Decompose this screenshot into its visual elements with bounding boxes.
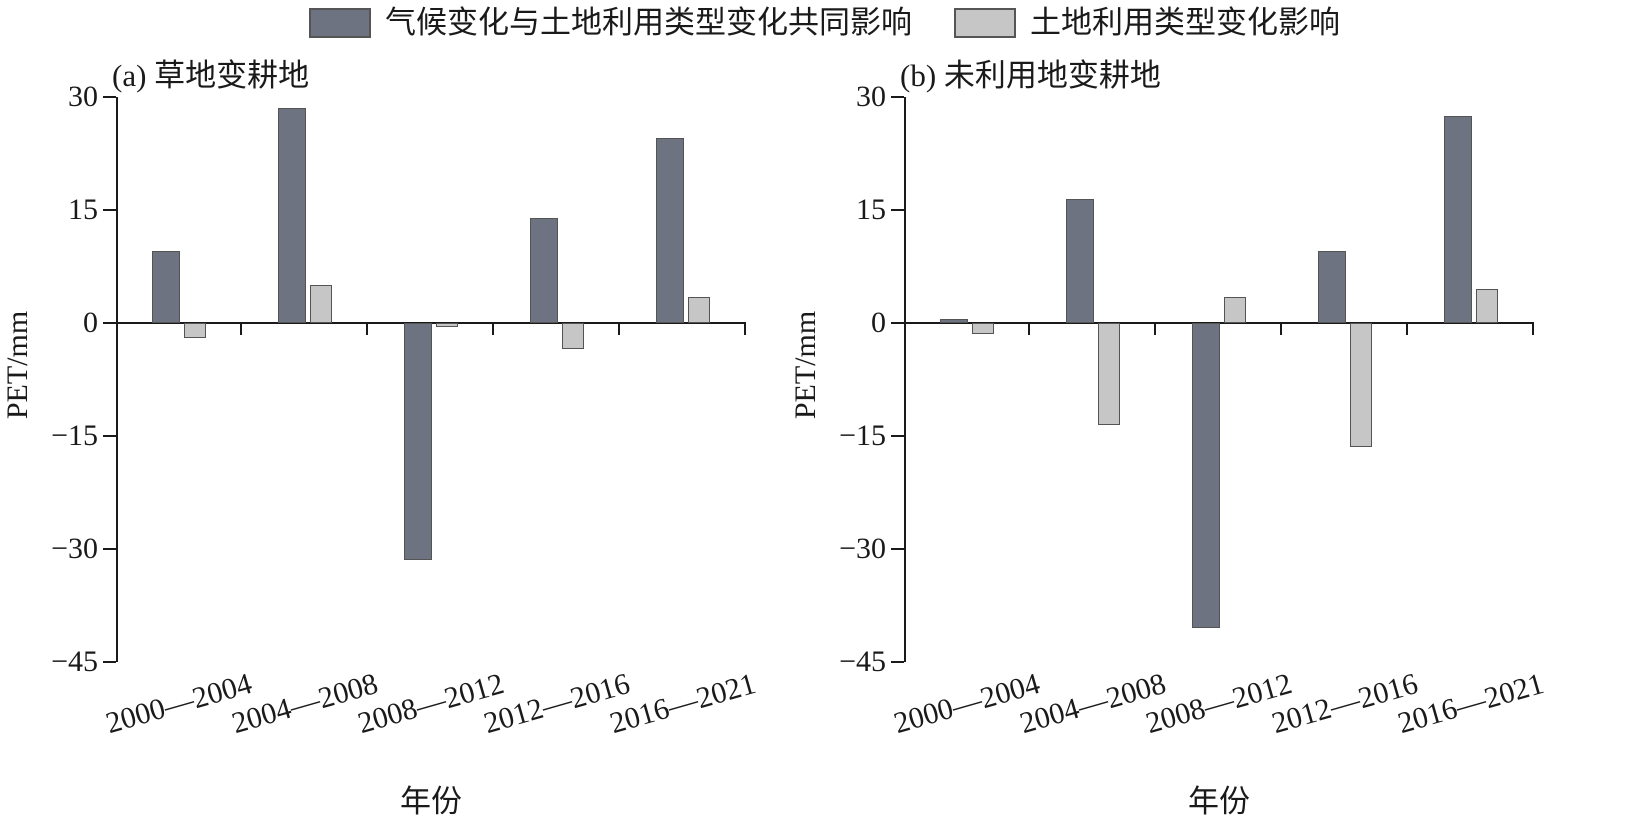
y-tick-value: −45 — [839, 645, 886, 678]
x-tick-label: 2012—2016 — [1268, 666, 1422, 741]
bar-landuse-effect — [436, 323, 458, 327]
y-tick — [891, 209, 904, 211]
x-tick-label: 2008—2012 — [354, 666, 508, 741]
y-tick — [103, 548, 116, 550]
bar-combined-effect — [1444, 115, 1472, 323]
legend: 气候变化与土地利用类型变化共同影响 土地利用类型变化影响 — [0, 4, 1649, 41]
bar-combined-effect — [1192, 323, 1220, 629]
y-tick — [103, 435, 116, 437]
y-tick-value: 0 — [871, 306, 886, 339]
subplot-b-plot-area: 30 15 0 −15 −30 −45 2000—2004 2004—2008 2008—201… — [839, 80, 1547, 740]
y-tick-value: −15 — [51, 419, 98, 452]
bar-landuse-effect — [1476, 289, 1498, 323]
y-tick-value: 30 — [856, 80, 886, 113]
bar-landuse-effect — [310, 285, 332, 323]
x-tick — [1532, 323, 1534, 335]
x-tick — [366, 323, 368, 335]
y-tick — [103, 96, 116, 98]
legend-swatch-combined — [309, 7, 371, 38]
x-tick — [492, 323, 494, 335]
y-tick-value: 15 — [856, 193, 886, 226]
legend-swatch-landuse — [954, 7, 1016, 38]
y-tick — [891, 435, 904, 437]
bar-combined-effect — [1066, 198, 1094, 323]
y-tick-value: −30 — [51, 532, 98, 565]
subplot-a-plot-area: 30 15 0 −15 −30 −45 2000—2004 2004—2008 2008—201… — [51, 80, 759, 740]
legend-label-combined: 气候变化与土地利用类型变化共同影响 — [385, 5, 912, 40]
bar-landuse-effect — [1350, 323, 1372, 448]
x-tick — [1406, 323, 1408, 335]
bar-combined-effect — [940, 319, 968, 323]
bar-combined-effect — [1318, 251, 1346, 323]
bar-combined-effect — [404, 323, 432, 561]
x-tick-label: 2012—2016 — [480, 666, 634, 741]
x-tick-label: 2004—2008 — [1016, 666, 1170, 741]
legend-label-landuse: 土地利用类型变化影响 — [1030, 5, 1340, 40]
subplot-b-title: (b) 未利用地变耕地 — [900, 58, 1161, 93]
legend-item-landuse: 土地利用类型变化影响 — [954, 4, 1340, 41]
legend-item-combined: 气候变化与土地利用类型变化共同影响 — [309, 4, 912, 41]
bar-landuse-effect — [1098, 323, 1120, 425]
y-tick — [891, 661, 904, 663]
y-tick — [891, 548, 904, 550]
x-tick-label: 2000—2004 — [102, 666, 256, 741]
bar-landuse-effect — [972, 323, 994, 335]
y-tick-value: 30 — [68, 80, 98, 113]
bar-landuse-effect — [562, 323, 584, 350]
y-tick-value: −15 — [839, 419, 886, 452]
x-tick-label: 2008—2012 — [1142, 666, 1296, 741]
bar-combined-effect — [656, 138, 684, 323]
bar-combined-effect — [530, 217, 558, 323]
y-tick — [891, 322, 904, 324]
subplot-a-x-axis-label: 年份 — [400, 784, 462, 819]
y-tick — [103, 209, 116, 211]
y-axis-line — [116, 97, 118, 662]
subplot-b-x-axis-label: 年份 — [1188, 784, 1250, 819]
y-tick-value: −45 — [51, 645, 98, 678]
bar-combined-effect — [278, 108, 306, 323]
y-tick — [103, 661, 116, 663]
y-tick-value: 15 — [68, 193, 98, 226]
x-tick — [240, 323, 242, 335]
x-tick — [1154, 323, 1156, 335]
y-axis-line — [904, 97, 906, 662]
subplot-b: (b) 未利用地变耕地 PET/mm 30 15 0 −15 −30 −45 2000—20… — [789, 48, 1590, 834]
x-tick — [618, 323, 620, 335]
bar-combined-effect — [152, 251, 180, 323]
x-tick-label: 2004—2008 — [228, 666, 382, 741]
x-tick-label: 2000—2004 — [890, 666, 1044, 741]
y-tick-value: −30 — [839, 532, 886, 565]
y-tick — [891, 96, 904, 98]
x-tick — [744, 323, 746, 335]
y-tick — [103, 322, 116, 324]
bar-landuse-effect — [688, 296, 710, 323]
x-tick — [1028, 323, 1030, 335]
x-tick-label: 2016—2021 — [1394, 666, 1548, 741]
x-tick-label: 2016—2021 — [606, 666, 760, 741]
bar-landuse-effect — [1224, 296, 1246, 323]
x-tick — [1280, 323, 1282, 335]
subplot-a: (a) 草地变耕地 PET/mm 30 15 0 −15 −30 −45 2000—2004… — [1, 48, 802, 834]
bar-landuse-effect — [184, 323, 206, 339]
y-tick-value: 0 — [83, 306, 98, 339]
subplot-a-title: (a) 草地变耕地 — [112, 58, 310, 93]
